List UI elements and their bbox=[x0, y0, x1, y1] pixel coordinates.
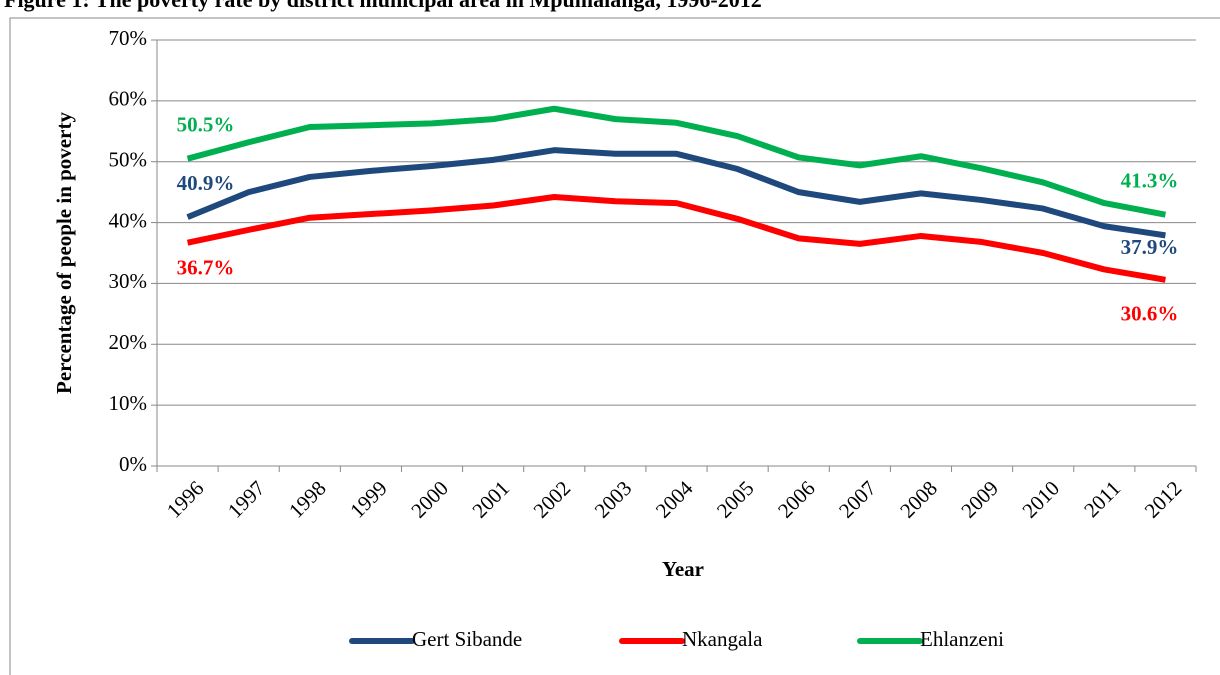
legend-label: Nkangala bbox=[682, 627, 763, 651]
y-tick-label: 0% bbox=[119, 452, 147, 476]
data-label: 37.9% bbox=[1121, 235, 1179, 259]
x-axis-title: Year bbox=[662, 557, 704, 581]
x-tick-label: 2003 bbox=[590, 476, 637, 523]
y-tick-label: 40% bbox=[109, 208, 148, 232]
x-tick-label: 2006 bbox=[773, 476, 820, 523]
x-tick-label: 2000 bbox=[406, 476, 453, 523]
x-tick-label: 2005 bbox=[712, 476, 759, 523]
series-line bbox=[186, 194, 1166, 283]
y-tick-label: 60% bbox=[109, 87, 148, 111]
chart-title: Figure 1: The poverty rate by district m… bbox=[4, 0, 762, 12]
x-tick-label: 1997 bbox=[223, 476, 270, 523]
y-tick-label: 70% bbox=[109, 26, 148, 50]
x-tick-label: 2012 bbox=[1140, 476, 1187, 523]
x-tick-label: 2011 bbox=[1079, 476, 1125, 522]
x-tick-label: 1999 bbox=[345, 476, 392, 523]
y-tick-label: 20% bbox=[109, 330, 148, 354]
x-tick-label: 2004 bbox=[651, 476, 698, 523]
series-line bbox=[186, 105, 1166, 218]
x-tick-label: 1998 bbox=[284, 476, 331, 523]
legend-label: Ehlanzeni bbox=[920, 627, 1004, 651]
y-tick-label: 10% bbox=[109, 391, 148, 415]
y-tick-label: 50% bbox=[109, 148, 148, 172]
data-label: 36.7% bbox=[177, 255, 235, 279]
series-line bbox=[186, 147, 1166, 239]
data-label: 30.6% bbox=[1121, 302, 1179, 326]
y-axis-title: Percentage of people in poverty bbox=[52, 112, 76, 394]
x-tick-label: 2001 bbox=[467, 476, 514, 523]
x-tick-label: 2002 bbox=[529, 476, 576, 523]
y-tick-label: 30% bbox=[109, 269, 148, 293]
data-label: 50.5% bbox=[177, 112, 235, 136]
x-tick-label: 2009 bbox=[956, 476, 1003, 523]
x-tick-label: 2008 bbox=[895, 476, 942, 523]
x-tick-label: 1996 bbox=[162, 476, 209, 523]
x-tick-label: 2010 bbox=[1017, 476, 1064, 523]
x-tick-label: 2007 bbox=[834, 476, 881, 523]
data-label: 41.3% bbox=[1121, 168, 1179, 192]
legend-label: Gert Sibande bbox=[412, 627, 522, 651]
data-label: 40.9% bbox=[177, 171, 235, 195]
chart-frame bbox=[9, 17, 1220, 675]
